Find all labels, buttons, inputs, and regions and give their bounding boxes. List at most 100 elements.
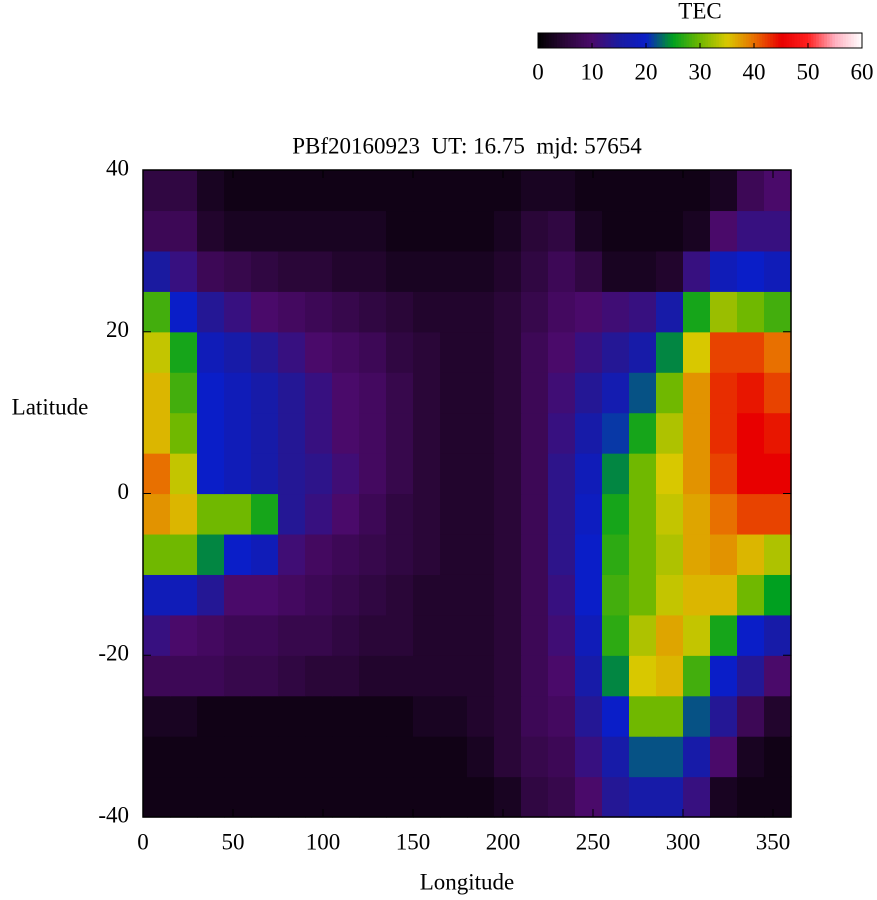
colorbar-swatch [791,33,795,48]
heatmap-cell [548,695,576,737]
x-tick-label: 250 [576,829,611,854]
heatmap-cell [251,250,279,292]
heatmap-cell [629,533,657,575]
heatmap-cell [332,614,360,656]
colorbar-swatch [789,33,793,48]
heatmap-cell [494,655,522,697]
colorbar-swatch [686,33,690,48]
heatmap-cell [467,412,495,454]
heatmap-cell [251,372,279,414]
x-tick-label: 100 [306,829,341,854]
heatmap-cell [710,614,738,656]
heatmap-cell [467,291,495,333]
heatmap-cell [521,291,549,333]
colorbar-swatch [713,33,717,48]
heatmap-cell [467,372,495,414]
colorbar-tick-label: 10 [581,59,604,84]
heatmap-cell [764,372,792,414]
colorbar-swatch [616,33,620,48]
heatmap-cell [764,250,792,292]
heatmap-cell [197,574,225,616]
chart-title: PBf20160923 UT: 16.75 mjd: 57654 [292,133,642,158]
heatmap-cell [413,412,441,454]
colorbar-swatch [762,33,766,48]
heatmap-cell [521,453,549,495]
heatmap-cell [575,453,603,495]
heatmap-cell [197,250,225,292]
heatmap-cell [710,655,738,697]
heatmap-cell [683,331,711,373]
heatmap-cell [494,533,522,575]
heatmap-cell [521,533,549,575]
heatmap-cell [224,736,252,778]
colorbar-swatch [675,33,679,48]
colorbar-swatch [840,33,844,48]
heatmap-cell [170,614,198,656]
heatmap-cell [143,291,171,333]
colorbar-swatch [786,33,790,48]
heatmap-cell [440,453,468,495]
heatmap-cell [224,574,252,616]
heatmap-cell [521,574,549,616]
heatmap-cell [413,736,441,778]
heatmap-cell [764,170,792,212]
heatmap-cell [683,412,711,454]
colorbar-swatch [813,33,817,48]
heatmap-cell [737,574,765,616]
colorbar-swatch [594,33,598,48]
heatmap-cell [602,291,630,333]
heatmap-cell [359,250,387,292]
heatmap-cell [656,493,684,535]
heatmap-cell [575,291,603,333]
heatmap-cell [737,493,765,535]
heatmap-cell [683,574,711,616]
heatmap-cell [170,412,198,454]
colorbar-swatch [754,33,758,48]
heatmap-cell [440,250,468,292]
heatmap-cell [737,695,765,737]
heatmap-cell [440,574,468,616]
heatmap-cell [305,372,333,414]
heatmap-cell [224,493,252,535]
colorbar-swatch [573,33,577,48]
heatmap-cell [602,372,630,414]
heatmap-cell [332,170,360,212]
colorbar-swatch [648,33,652,48]
heatmap-cell [143,574,171,616]
heatmap-cell [197,291,225,333]
heatmap-cell [548,574,576,616]
heatmap-cell [251,412,279,454]
colorbar-swatch [597,33,601,48]
colorbar-swatch [554,33,558,48]
heatmap-cell [683,776,711,818]
heatmap-cell [737,331,765,373]
heatmap-cell [521,736,549,778]
colorbar-swatch [727,33,731,48]
heatmap-cell [197,331,225,373]
heatmap-cell [575,170,603,212]
heatmap-cell [629,331,657,373]
heatmap-cell [764,210,792,252]
colorbar-swatch [821,33,825,48]
heatmap-cell [467,695,495,737]
colorbar-swatch [548,33,552,48]
colorbar-swatch [540,33,544,48]
heatmap-cell [359,170,387,212]
y-tick-label: -20 [98,641,129,666]
heatmap-cell [224,776,252,818]
colorbar-swatch [651,33,655,48]
heatmap-cell [143,453,171,495]
heatmap-cell [278,736,306,778]
heatmap-cell [386,776,414,818]
heatmap-cell [656,614,684,656]
heatmap-cell [278,614,306,656]
heatmap-cell [494,493,522,535]
colorbar-swatch [586,33,590,48]
heatmap-cell [197,614,225,656]
heatmap-cell [629,453,657,495]
colorbar-swatch [551,33,555,48]
heatmap-cell [440,614,468,656]
heatmap-cell [548,331,576,373]
colorbar-swatch [759,33,763,48]
colorbar-swatch [837,33,841,48]
